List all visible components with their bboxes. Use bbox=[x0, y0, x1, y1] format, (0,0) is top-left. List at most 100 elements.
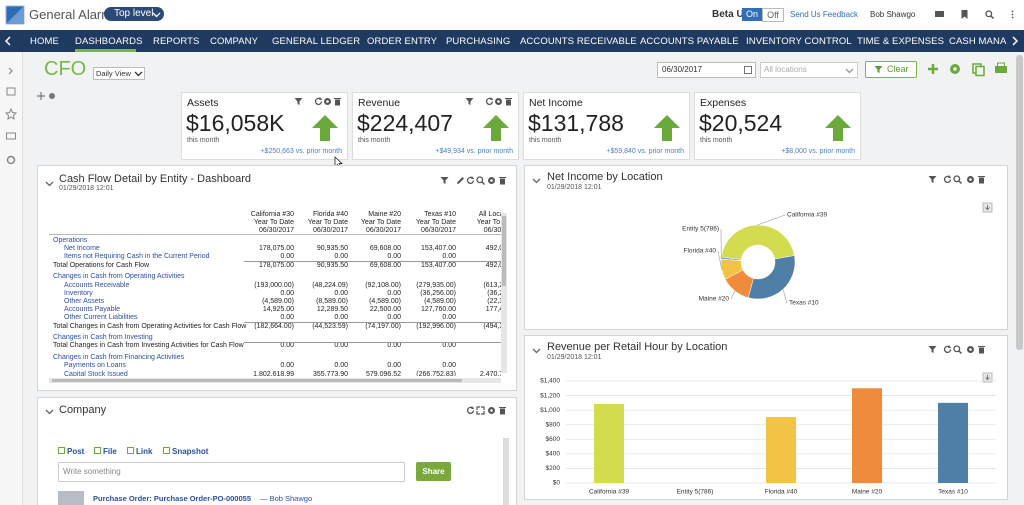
nav-item[interactable]: CASH MANA bbox=[949, 36, 1007, 47]
chevron-glyph bbox=[845, 68, 854, 74]
nav-item[interactable]: TIME & EXPENSES bbox=[857, 36, 945, 47]
refresh-icon[interactable] bbox=[466, 406, 475, 415]
chevron-icon[interactable] bbox=[152, 10, 161, 19]
chevron-icon[interactable] bbox=[45, 407, 54, 416]
nav-item[interactable]: HOME bbox=[30, 36, 59, 47]
search-icon[interactable] bbox=[476, 176, 486, 186]
download-icon[interactable] bbox=[982, 202, 993, 213]
cell-value: 0.00 bbox=[334, 342, 348, 350]
gear-icon[interactable] bbox=[487, 406, 496, 415]
column-header: Year To Date bbox=[360, 219, 401, 226]
filter-icon[interactable] bbox=[465, 97, 474, 106]
refresh-icon[interactable] bbox=[466, 176, 475, 185]
chevron-icon[interactable] bbox=[532, 346, 541, 355]
clear-button[interactable]: Clear bbox=[865, 61, 917, 78]
feed-title[interactable]: Purchase Order: Purchase Order-PO-000055 bbox=[93, 494, 251, 503]
y-tick-label: $1,000 bbox=[540, 407, 560, 414]
gear-icon[interactable] bbox=[494, 97, 503, 106]
filter-icon[interactable] bbox=[928, 345, 937, 354]
chevron-icon[interactable] bbox=[45, 179, 54, 188]
trash-icon[interactable] bbox=[498, 176, 507, 185]
section-label: Operations bbox=[53, 237, 88, 244]
header-icon[interactable] bbox=[1008, 10, 1017, 19]
chevron-icon[interactable] bbox=[845, 66, 854, 75]
beta-label: Beta UI bbox=[712, 9, 747, 20]
row-label: Total Operations for Cash Flow bbox=[53, 261, 150, 269]
nav-item[interactable]: ORDER ENTRY bbox=[367, 36, 438, 47]
pencil-icon[interactable] bbox=[456, 176, 465, 185]
filter-glyph bbox=[440, 177, 449, 184]
move-icon bbox=[37, 92, 45, 100]
expand-icon[interactable] bbox=[476, 406, 485, 415]
total-rule bbox=[244, 261, 501, 263]
feedback-link[interactable]: Send Us Feedback bbox=[790, 10, 859, 19]
input-placeholder: Write something bbox=[63, 467, 121, 476]
chevron-icon[interactable] bbox=[134, 69, 143, 78]
avatar bbox=[58, 491, 84, 505]
gear-icon[interactable] bbox=[966, 175, 975, 184]
view-select[interactable]: Daily View bbox=[93, 67, 145, 80]
table-hscroll-thumb bbox=[52, 379, 462, 382]
gear-icon[interactable] bbox=[487, 176, 496, 185]
column-header: All Locatio bbox=[478, 211, 501, 218]
kpi-period: this month bbox=[700, 137, 733, 144]
feed-action[interactable]: File bbox=[103, 447, 117, 456]
filter-icon[interactable] bbox=[928, 175, 937, 184]
feed-action[interactable]: Link bbox=[136, 447, 153, 456]
search-icon[interactable] bbox=[953, 175, 963, 185]
nav-item[interactable]: ACCOUNTS PAYABLE bbox=[640, 36, 739, 47]
search-glyph bbox=[953, 175, 961, 183]
leader-line bbox=[782, 289, 788, 304]
row-label: Accounts Payable bbox=[64, 306, 121, 314]
print-icon[interactable] bbox=[995, 66, 1007, 73]
trash-icon[interactable] bbox=[977, 345, 986, 354]
chevron-icon[interactable] bbox=[532, 176, 541, 185]
refresh-glyph bbox=[466, 176, 475, 185]
column-header: Year To Date bbox=[253, 219, 294, 226]
trash-icon[interactable] bbox=[498, 406, 507, 415]
kpi-period: this month bbox=[358, 137, 391, 144]
refresh-icon[interactable] bbox=[314, 97, 323, 106]
nav-item[interactable]: DASHBOARDS bbox=[75, 36, 143, 47]
refresh-icon[interactable] bbox=[943, 175, 952, 184]
kpi-trend-arrow bbox=[654, 115, 680, 141]
kpi-trend-arrow bbox=[825, 115, 851, 141]
nav-item[interactable]: GENERAL LEDGER bbox=[272, 36, 361, 47]
feed-action[interactable]: Post bbox=[67, 447, 85, 456]
nav-item[interactable]: COMPANY bbox=[210, 36, 259, 47]
nav-item[interactable]: REPORTS bbox=[153, 36, 200, 47]
trash-icon[interactable] bbox=[977, 175, 986, 184]
nav-item[interactable]: INVENTORY CONTROL bbox=[746, 36, 852, 47]
header-icon[interactable] bbox=[960, 10, 969, 19]
trash-icon[interactable] bbox=[504, 97, 513, 106]
locations-select[interactable]: All locations bbox=[760, 62, 858, 78]
filter-icon[interactable] bbox=[874, 65, 883, 74]
add-icon[interactable] bbox=[928, 64, 938, 74]
side-bar bbox=[0, 52, 23, 505]
post-input[interactable]: Write something bbox=[58, 462, 405, 482]
nav-item[interactable]: ACCOUNTS RECEIVABLE bbox=[520, 36, 637, 47]
gear-icon[interactable] bbox=[966, 345, 975, 354]
trash-glyph bbox=[506, 99, 511, 106]
download-icon[interactable] bbox=[982, 372, 993, 383]
calendar-glyph bbox=[744, 66, 752, 74]
refresh-glyph bbox=[314, 97, 323, 106]
header-icon[interactable] bbox=[935, 10, 944, 19]
date-input[interactable]: 06/30/2017 bbox=[657, 62, 756, 78]
refresh-icon[interactable] bbox=[485, 97, 494, 106]
filter-icon[interactable] bbox=[294, 97, 303, 106]
nav-item[interactable]: PURCHASING bbox=[446, 36, 511, 47]
gear-icon[interactable] bbox=[323, 97, 332, 106]
toggle-off[interactable]: Off bbox=[762, 8, 784, 22]
share-button[interactable]: Share bbox=[416, 462, 451, 481]
header-icon[interactable] bbox=[985, 10, 995, 20]
user-name[interactable]: Bob Shawgo bbox=[870, 10, 916, 19]
cell-value: 90,935.50 bbox=[316, 261, 348, 269]
trash-icon[interactable] bbox=[333, 97, 342, 106]
toggle-on[interactable]: On bbox=[742, 8, 762, 21]
feed-action[interactable]: Snapshot bbox=[172, 447, 209, 456]
filter-icon[interactable] bbox=[440, 176, 449, 185]
refresh-icon[interactable] bbox=[943, 345, 952, 354]
level-selector[interactable]: Top level bbox=[104, 7, 164, 21]
search-icon[interactable] bbox=[953, 345, 963, 355]
